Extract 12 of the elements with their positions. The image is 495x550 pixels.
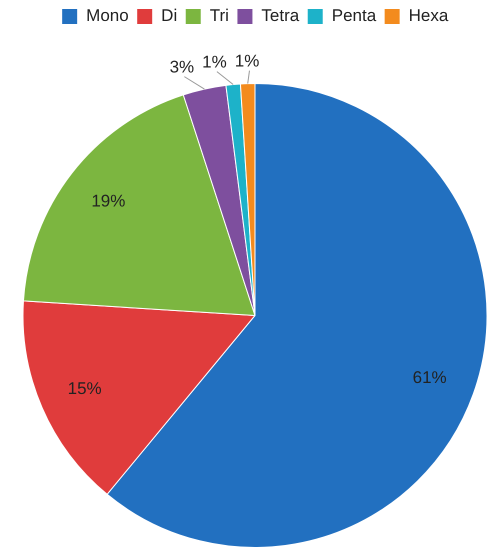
legend-label: Hexa [408,6,449,26]
data-label: 3% [170,57,194,76]
data-label: 61% [412,368,447,388]
data-label: 15% [68,378,102,398]
legend-label: Penta [332,6,377,26]
legend-label: Mono [86,6,129,26]
data-label: 1% [202,52,227,72]
data-label: 19% [91,191,126,210]
legend-label: Tetra [261,6,300,26]
data-label: 1% [234,51,260,70]
legend-label: Tri [210,6,229,26]
legend-label: Di [161,6,178,26]
